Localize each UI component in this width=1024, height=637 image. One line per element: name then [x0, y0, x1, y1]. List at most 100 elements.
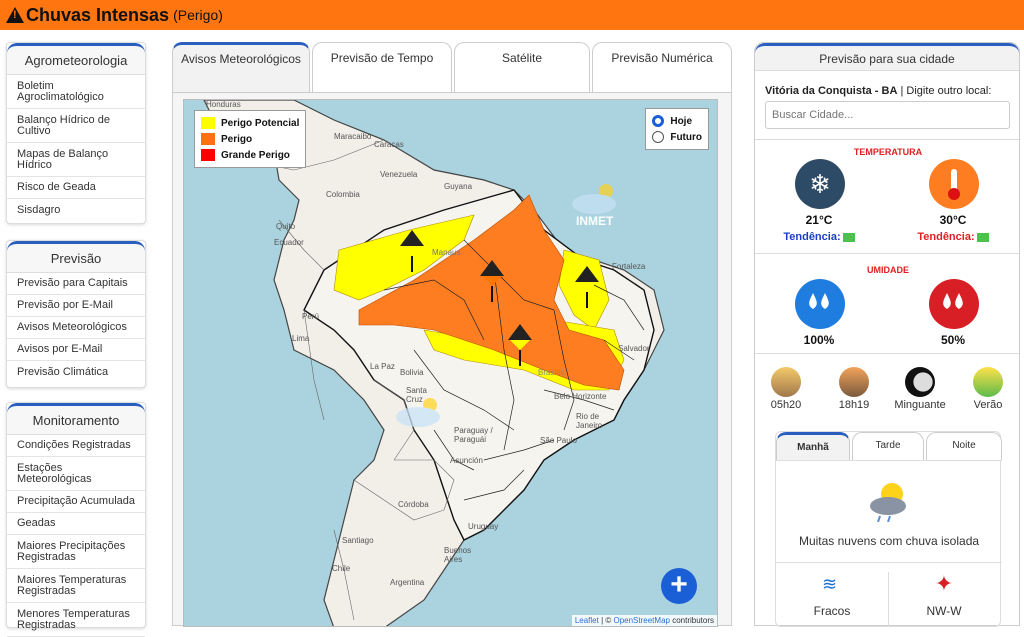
label-caracas: Caracas [374, 140, 404, 149]
hot-thermometer-icon [929, 159, 979, 209]
label-venezuela: Venezuela [380, 170, 418, 179]
label-colombia: Colombia [326, 190, 360, 199]
map-canvas [203, 100, 665, 626]
tab-tarde[interactable]: Tarde [852, 432, 924, 460]
cloudy-rain-icon [868, 478, 912, 523]
wind-direction: NW-W [926, 604, 962, 618]
legend-swatch [201, 133, 215, 145]
season-icon [973, 367, 1003, 397]
tab-avisos[interactable]: Avisos Meteorológicos [172, 42, 310, 92]
sunset-icon [839, 367, 869, 397]
sidebar-item-condicoes[interactable]: Condições Registradas [7, 435, 145, 457]
alert-banner: Chuvas Intensas (Perigo) [0, 0, 1024, 30]
label-chile: Chile [332, 564, 351, 573]
sunset-time: 18h19 [838, 399, 870, 411]
radio-futuro-button[interactable] [652, 131, 665, 143]
label-peru: Perú [302, 312, 319, 321]
wind-intensity: Fracos [813, 604, 851, 618]
map-attribution: Leaflet | © OpenStreetMap contributors [571, 615, 717, 626]
warning-map[interactable]: Honduras Maracaibo Caracas Venezuela Col… [183, 99, 718, 627]
label-argentina: Argentina [390, 578, 425, 587]
label-bolivia: Bolivia [400, 368, 424, 377]
temp-max: 30°C [939, 213, 967, 227]
label-fortaleza: Fortaleza [612, 262, 646, 271]
humidity-high-icon [795, 279, 845, 329]
city-line: Vitória da Conquista - BA | Digite outro… [765, 85, 992, 97]
map-legend: Perigo Potencial Perigo Grande Perigo [194, 110, 307, 168]
alert-title: Chuvas Intensas [26, 4, 170, 25]
zoom-plus-icon[interactable]: + [661, 568, 697, 604]
label-buenosaires: Buenos Aires [444, 546, 472, 564]
sidebar-item-maiores-temp[interactable]: Maiores Temperaturas Registradas [7, 569, 145, 603]
svg-text:❄: ❄ [809, 169, 831, 199]
humidity-max: 100% [803, 333, 835, 347]
radio-hoje[interactable]: Hoje [652, 113, 702, 129]
sidebar-item-menores-temp[interactable]: Menores Temperaturas Registradas [7, 603, 145, 637]
sidebar-item-capitais[interactable]: Previsão para Capitais [7, 273, 145, 295]
label-cordoba: Córdoba [398, 500, 429, 509]
sidebar-item-estacoes[interactable]: Estações Meteorológicas [7, 457, 145, 491]
radio-futuro[interactable]: Futuro [652, 129, 702, 145]
weather-description: Muitas nuvens com chuva isolada [798, 534, 980, 548]
label-guyana: Guyana [444, 182, 473, 191]
tendency-min: Tendência: [779, 231, 859, 243]
sidebar-item-geadas[interactable]: Geadas [7, 513, 145, 535]
tab-previsao-tempo[interactable]: Previsão de Tempo [312, 42, 452, 92]
label-uruguay: Uruguay [468, 522, 499, 531]
tab-satelite[interactable]: Satélite [454, 42, 590, 92]
moon-phase-icon [905, 367, 935, 397]
sidebar-previsao-title: Previsão [7, 241, 145, 273]
legend-swatch [201, 149, 215, 161]
wind-direction-icon: ✦ [934, 571, 954, 596]
label-ecuador: Ecuador [274, 238, 304, 247]
humidity-title: UMIDADE [867, 265, 909, 275]
humidity-low-icon [929, 279, 979, 329]
sidebar-item-avisos-email[interactable]: Avisos por E-Mail [7, 339, 145, 361]
label-riodejaneiro: Rio de Janeiro [576, 412, 603, 430]
sidebar-item-sisdagro[interactable]: Sisdagro [17, 203, 61, 216]
alert-level: (Perigo) [173, 7, 223, 23]
sidebar-agro-title: Agrometeorologia [7, 43, 145, 75]
tab-noite[interactable]: Noite [926, 432, 1002, 460]
state-borders [383, 239, 645, 501]
label-santiago: Santiago [342, 536, 374, 545]
inmet-watermark [396, 184, 616, 427]
sidebar-previsao: Previsão Previsão para Capitais Previsão… [6, 240, 146, 388]
period-forecast: Manhã Tarde Noite Muitas nuvens com chuv… [775, 431, 1002, 627]
sidebar-monitor-title: Monitoramento [7, 403, 145, 435]
osm-link[interactable]: OpenStreetMap [613, 616, 670, 625]
sidebar-item-precipitacao[interactable]: Precipitação Acumulada [7, 491, 145, 513]
label-asuncion: Asunción [450, 456, 483, 465]
moon-phase: Minguante [894, 399, 946, 411]
sidebar-item-maiores-precip[interactable]: Maiores Precipitações Registradas [7, 535, 145, 569]
city-search-input[interactable] [765, 101, 1010, 129]
zone-perigo-potencial-north [333, 214, 475, 301]
tendency-icon [976, 232, 989, 242]
tab-previsao-numerica[interactable]: Previsão Numérica [592, 42, 732, 92]
sidebar-item-avisos[interactable]: Avisos Meteorológicos [7, 317, 145, 339]
sidebar-item-previsao-email[interactable]: Previsão por E-Mail [7, 295, 145, 317]
label-quito: Quito [276, 222, 296, 231]
label-lapaz: La Paz [370, 362, 395, 371]
label-maracaibo: Maracaibo [334, 132, 372, 141]
sidebar-item-geada[interactable]: Risco de Geada [7, 177, 145, 199]
temperature-title: TEMPERATURA [853, 147, 923, 157]
label-lima: Lima [292, 334, 310, 343]
sidebar-item-climatica[interactable]: Previsão Climática [17, 365, 109, 378]
sidebar-monitoramento: Monitoramento Condições Registradas Esta… [6, 402, 146, 637]
cold-thermometer-icon: ❄ [795, 159, 845, 209]
sidebar-item-balanco-cultivo[interactable]: Balanço Hídrico de Cultivo [7, 109, 145, 143]
radio-hoje-button[interactable] [652, 115, 665, 127]
sidebar-item-mapas-balanco[interactable]: Mapas de Balanço Hídrico [7, 143, 145, 177]
legend-swatch [201, 117, 215, 129]
tab-manha[interactable]: Manhã [776, 432, 850, 460]
date-selector: Hoje Futuro [645, 108, 709, 150]
season: Verão [973, 399, 1003, 411]
leaflet-link[interactable]: Leaflet [574, 616, 599, 625]
label-honduras: Honduras [206, 100, 241, 109]
sidebar-item-boletim[interactable]: Boletim Agroclimatológico [7, 75, 145, 109]
sidebar-agro: Agrometeorologia Boletim Agroclimatológi… [6, 42, 146, 224]
city-name: Vitória da Conquista - BA [765, 85, 898, 97]
wind-icon: ≋ [822, 574, 838, 594]
label-inmet: INMET [576, 214, 614, 228]
